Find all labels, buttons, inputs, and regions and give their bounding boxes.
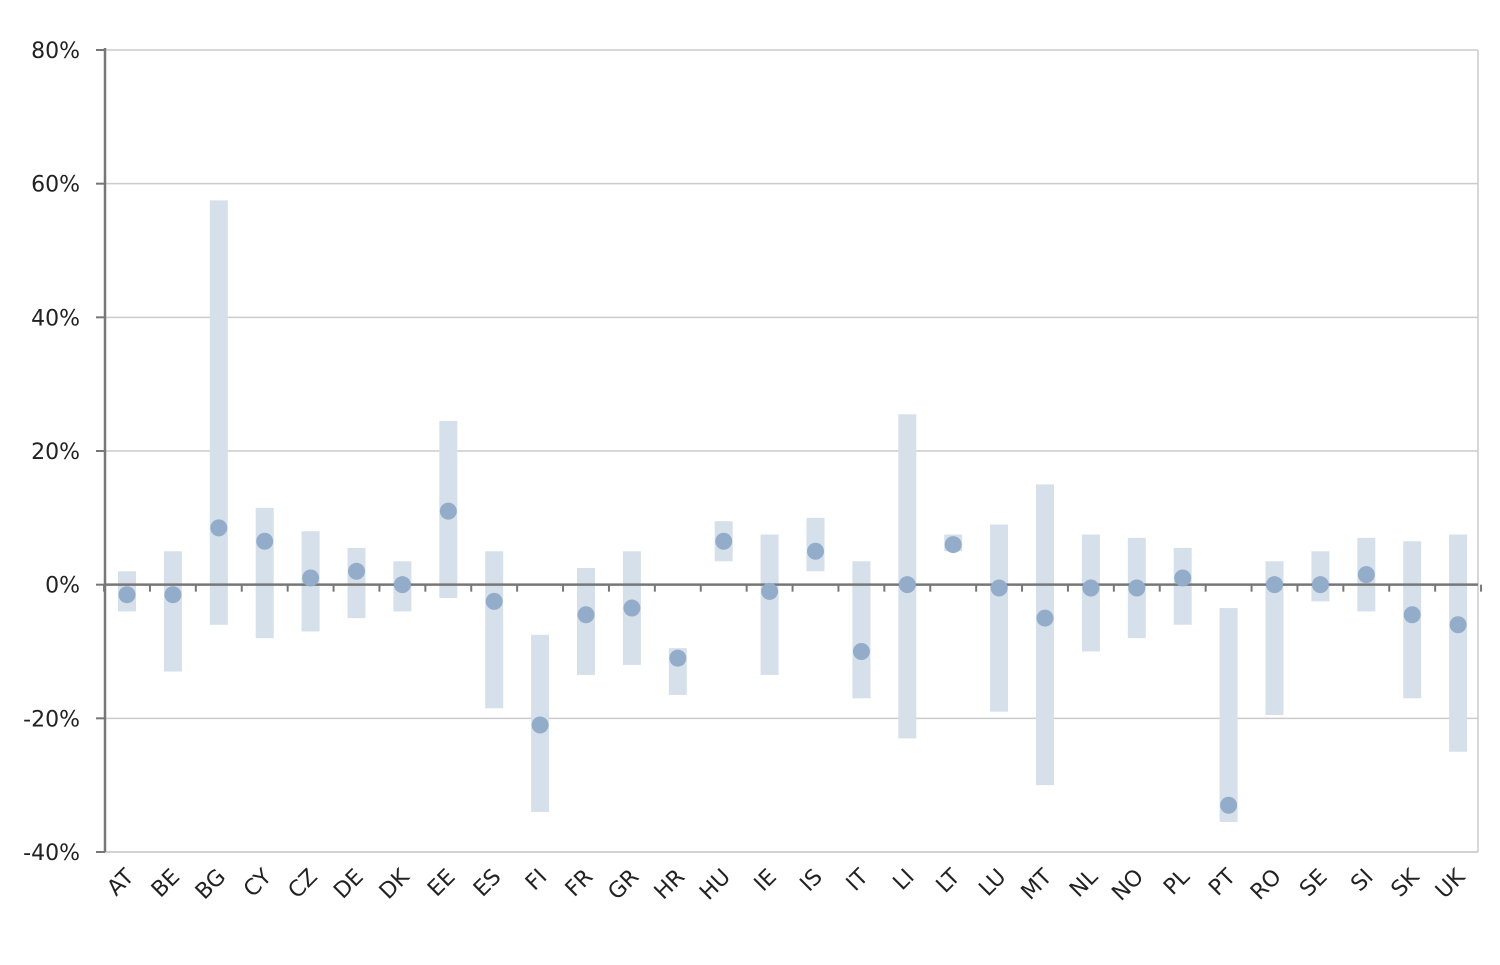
value-dot-uk bbox=[1449, 616, 1467, 634]
x-category-label: SE bbox=[1295, 865, 1332, 902]
value-dot-ro bbox=[1266, 576, 1283, 594]
value-dot-li bbox=[898, 576, 916, 594]
value-dot-ee bbox=[439, 502, 457, 520]
x-category-label: LU bbox=[974, 865, 1011, 902]
value-dots bbox=[118, 502, 1467, 814]
x-category-label: LT bbox=[932, 864, 966, 898]
value-dot-lu bbox=[990, 579, 1008, 597]
range-bar-ie bbox=[760, 534, 779, 675]
value-dot-mt bbox=[1036, 609, 1054, 627]
value-dot-es bbox=[485, 592, 503, 610]
y-tick-label: -20% bbox=[23, 707, 80, 732]
value-dot-sk bbox=[1403, 606, 1421, 624]
range-bar-de bbox=[347, 547, 366, 619]
range-bar-es bbox=[485, 551, 504, 709]
x-category-label: PL bbox=[1159, 864, 1195, 900]
x-category-label: IS bbox=[796, 865, 828, 897]
value-dot-pl bbox=[1174, 569, 1192, 587]
value-dot-dk bbox=[393, 576, 411, 594]
x-category-labels: AT BE BG CY CZ DE DK EE ES FI FR GR HR HU IE IS IT LI LT LU… bbox=[103, 864, 1471, 906]
x-category-label: FI bbox=[521, 865, 552, 896]
gridlines bbox=[105, 49, 1479, 853]
range-bar-pt bbox=[1219, 608, 1238, 822]
value-dot-at bbox=[118, 586, 136, 604]
x-category-label: NL bbox=[1065, 864, 1104, 903]
x-category-label: SI bbox=[1346, 865, 1378, 897]
range-bar-ro bbox=[1265, 561, 1284, 715]
value-dot-cz bbox=[302, 569, 320, 587]
x-category-label: NO bbox=[1107, 865, 1149, 907]
value-dot-cy bbox=[256, 532, 274, 550]
y-tick-label: 80% bbox=[31, 39, 80, 64]
value-dot-it bbox=[852, 643, 870, 660]
x-category-label: IT bbox=[842, 864, 874, 896]
x-category-label: SK bbox=[1387, 864, 1425, 902]
x-category-label: PT bbox=[1204, 864, 1241, 901]
x-category-label: EE bbox=[423, 865, 460, 902]
value-dot-bg bbox=[210, 519, 228, 537]
x-category-label: DK bbox=[375, 864, 415, 904]
value-dot-is bbox=[807, 542, 824, 560]
y-tick-label: 20% bbox=[31, 440, 80, 465]
range-bar-uk bbox=[1449, 534, 1468, 752]
range-bar-mt bbox=[1036, 484, 1054, 786]
x-category-label: BG bbox=[191, 865, 231, 905]
value-dot-hu bbox=[715, 532, 733, 550]
range-bar-bg bbox=[209, 200, 228, 625]
axes bbox=[96, 48, 1483, 853]
x-category-label: HR bbox=[650, 865, 690, 905]
x-category-label: CZ bbox=[284, 865, 323, 904]
value-dot-nl bbox=[1082, 579, 1100, 597]
range-bar-lu bbox=[990, 524, 1009, 712]
range-bars bbox=[118, 200, 1468, 822]
x-category-label: ES bbox=[469, 865, 506, 902]
x-category-label: IE bbox=[750, 865, 782, 897]
x-category-label: GR bbox=[604, 865, 645, 906]
x-category-label: HU bbox=[695, 865, 736, 906]
y-tick-labels: 80% 60% 40% 20% 0% -20% -40% bbox=[23, 39, 80, 866]
y-tick-label: 40% bbox=[31, 306, 80, 331]
x-category-label: CY bbox=[239, 864, 277, 902]
x-category-label: RO bbox=[1246, 865, 1287, 906]
x-category-label: LI bbox=[889, 865, 920, 896]
value-dot-se bbox=[1311, 576, 1329, 594]
value-dot-gr bbox=[623, 599, 641, 617]
x-category-label: FR bbox=[561, 865, 598, 902]
value-dot-de bbox=[348, 562, 365, 580]
value-dot-fi bbox=[531, 716, 549, 734]
x-category-label: MT bbox=[1017, 864, 1058, 905]
value-dot-be bbox=[164, 586, 182, 604]
range-bar-cy bbox=[255, 507, 274, 639]
value-dot-pt bbox=[1220, 796, 1238, 814]
y-tick-label: 0% bbox=[45, 574, 80, 599]
value-dot-no bbox=[1128, 579, 1146, 597]
x-category-label: AT bbox=[103, 864, 140, 901]
x-category-label: DE bbox=[329, 865, 368, 904]
x-category-label: BE bbox=[147, 865, 185, 903]
value-dot-lt bbox=[944, 536, 962, 554]
value-dot-ie bbox=[761, 582, 779, 600]
range-bar-be bbox=[163, 551, 182, 672]
y-tick-label: -40% bbox=[23, 841, 80, 866]
x-category-label: UK bbox=[1431, 864, 1471, 904]
value-dot-si bbox=[1357, 566, 1375, 584]
value-dot-fr bbox=[577, 606, 595, 624]
y-tick-label: 60% bbox=[31, 173, 80, 198]
range-bar-it bbox=[852, 561, 871, 699]
value-dot-hr bbox=[669, 649, 687, 667]
